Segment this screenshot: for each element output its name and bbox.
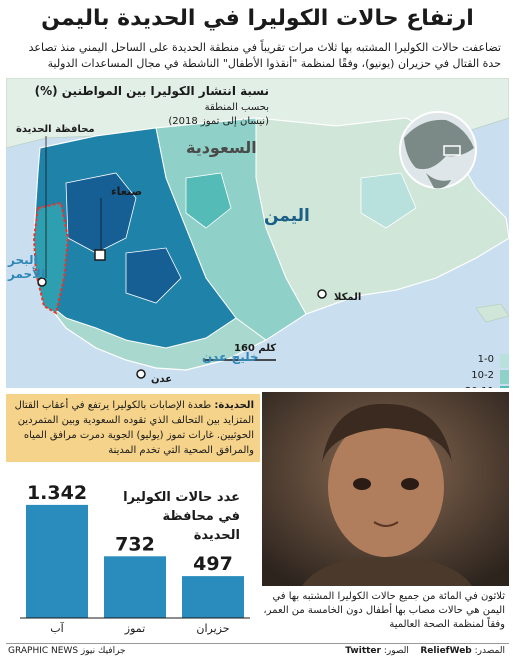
map-title: نسبة انتشار الكوليرا بين المواطنين (%) <box>34 84 269 98</box>
source-value: ReliefWeb <box>420 646 472 656</box>
note-text: طعدة الإصابات بالكوليرا يرتفع في أعقاب ا… <box>14 400 254 456</box>
cholera-bar-chart: 497 حزيران 732 تموز 1.342 آب <box>20 482 250 635</box>
scale-label: 160 كلم <box>234 343 277 354</box>
mukalla-marker <box>317 289 327 299</box>
label-yemen: اليمن <box>264 206 310 226</box>
legend-item: 10-2 <box>434 370 509 384</box>
label-red-sea: البحر الأحمر <box>8 253 46 281</box>
photo-source-value: Twitter <box>345 646 381 656</box>
bar-value-label: 1.342 <box>27 482 87 504</box>
label-gulf-of-aden: خليج عدن <box>202 350 259 364</box>
region-darkest-2 <box>125 247 182 304</box>
island <box>475 303 509 323</box>
label-hodeidah: محافظة الحديدة <box>16 124 95 135</box>
chart-title: عدد حالات الكوليرا في محافظة الحديدة <box>123 490 240 543</box>
source-label: المصدر: <box>474 646 505 656</box>
region-light-1 <box>185 172 232 229</box>
aden-marker <box>136 369 146 379</box>
map-panel: نسبة انتشار الكوليرا بين المواطنين (%) ب… <box>6 78 509 388</box>
globe-inset <box>399 111 477 189</box>
legend-swatch <box>500 386 509 388</box>
photo-caption: ثلاثون في المائة من جميع حالات الكوليرا … <box>263 591 505 630</box>
bar-3 <box>26 504 88 618</box>
legend-swatch <box>500 370 509 384</box>
map-subtitle: بحسب المنطقة <box>204 102 269 113</box>
note-highlight: الحديدة: <box>214 400 254 411</box>
legend-swatch <box>500 354 509 368</box>
category-label: حزيران <box>196 622 229 635</box>
photo-source-label: الصور: <box>383 646 409 656</box>
bar-1 <box>182 576 244 618</box>
label-sanaa: صنعاء <box>111 185 143 198</box>
yemen-map <box>6 78 509 379</box>
credit-line: GRAPHIC NEWS جرافيك نيوز <box>8 646 126 656</box>
legend-item: 1-0 <box>434 354 509 368</box>
page-subtitle: تضاعفت حالات الكوليرا المشتبه بها ثلاث م… <box>28 41 501 70</box>
bar-2 <box>104 556 166 618</box>
bar-value-label: 497 <box>193 553 233 575</box>
bar-value-label: 732 <box>115 533 155 555</box>
legend-item: 20-11 <box>434 386 509 388</box>
label-aden: عدن <box>151 374 173 385</box>
label-saudi-arabia: السعودية <box>186 138 257 157</box>
source-line: المصدر: ReliefWeb الصور: Twitter <box>345 646 505 656</box>
hodeidah-note: الحديدة: طعدة الإصابات بالكوليرا يرتفع ف… <box>6 394 260 462</box>
region-light-2 <box>360 172 417 229</box>
child-photo <box>262 392 509 586</box>
footer-divider <box>6 643 509 644</box>
page-title: ارتفاع حالات الكوليرا في الحديدة باليمن <box>41 6 474 31</box>
category-label: آب <box>50 621 64 635</box>
legend-label: 1-0 <box>477 354 494 365</box>
label-mukalla: المكلا <box>334 292 362 303</box>
category-label: تموز <box>124 622 145 635</box>
hodeidah-marker <box>37 277 47 287</box>
map-period: (نيسان إلى تموز 2018) <box>168 116 269 127</box>
sanaa-marker <box>94 249 106 261</box>
legend-label: 10-2 <box>471 370 494 381</box>
legend-label: 20-11 <box>465 386 494 388</box>
